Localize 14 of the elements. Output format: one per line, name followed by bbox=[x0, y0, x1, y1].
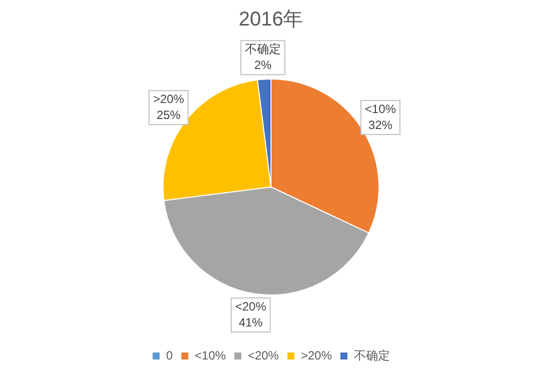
data-label: 2% bbox=[254, 58, 272, 72]
slice-label: >20% bbox=[153, 92, 184, 106]
legend-label: 0 bbox=[166, 348, 174, 362]
slice-label: 不确定 bbox=[244, 42, 281, 56]
chart-title: 2016年 bbox=[238, 8, 304, 31]
legend-label: <10% bbox=[194, 348, 226, 362]
data-label: 25% bbox=[156, 108, 181, 122]
slice-label: <20% bbox=[235, 299, 267, 314]
data-label: 32% bbox=[368, 118, 393, 132]
data-label: 41% bbox=[238, 315, 264, 330]
slice-label: <10% bbox=[364, 102, 396, 116]
legend-label: <20% bbox=[248, 348, 280, 362]
legend-label: 不确定 bbox=[354, 348, 390, 362]
legend-label: >20% bbox=[300, 348, 332, 362]
